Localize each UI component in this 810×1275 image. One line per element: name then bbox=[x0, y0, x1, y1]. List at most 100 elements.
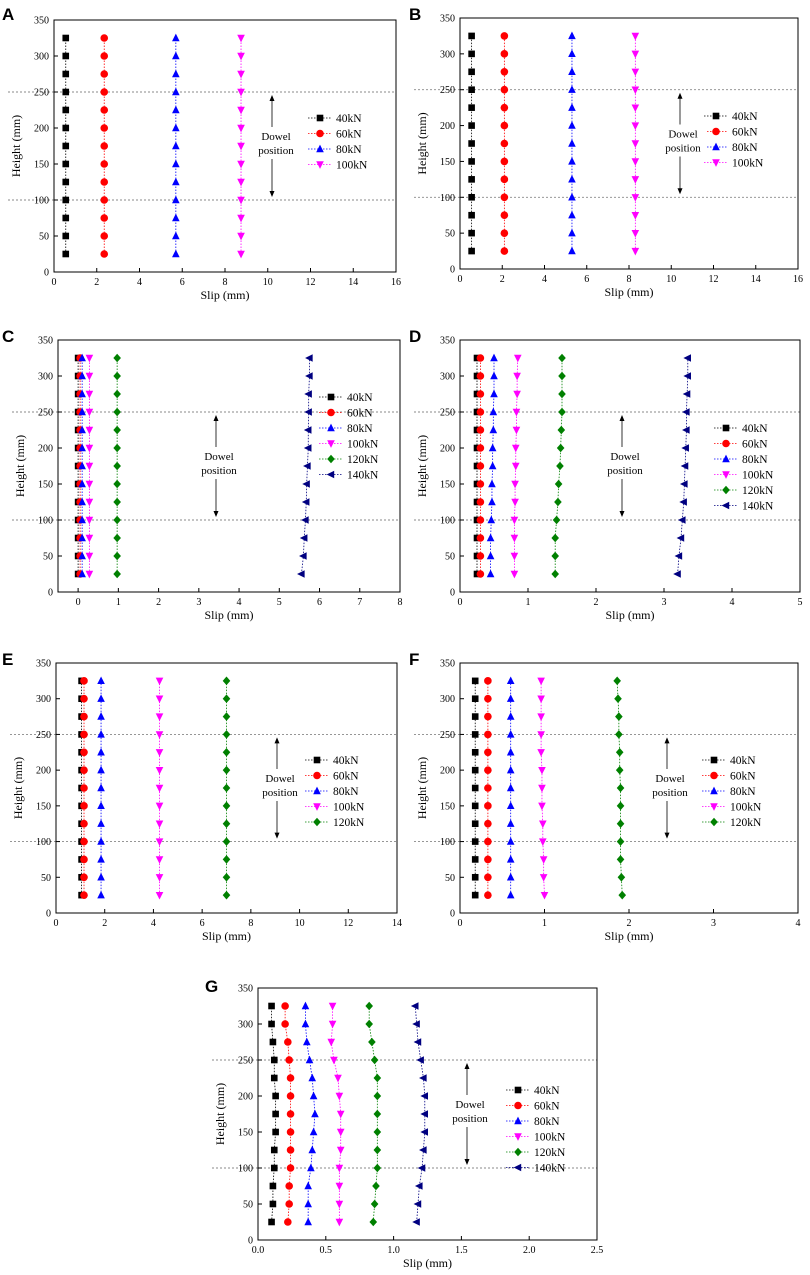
arrow-down-icon bbox=[664, 832, 670, 839]
data-point bbox=[538, 784, 546, 793]
panel-e: E 0 2 4 6 8 10 12 14 0 50 100 150 200 250 300 350 Slip (m… bbox=[2, 650, 402, 943]
data-point bbox=[155, 677, 164, 686]
y-tick-label: 300 bbox=[34, 52, 49, 63]
data-point bbox=[304, 1181, 312, 1190]
legend-marker bbox=[712, 112, 720, 120]
legend-marker bbox=[710, 817, 718, 827]
legend-label: 60kN bbox=[336, 129, 362, 141]
data-point bbox=[80, 730, 88, 739]
data-point bbox=[100, 88, 109, 96]
data-point bbox=[62, 34, 70, 42]
x-axis-label: Slip (mm) bbox=[403, 1256, 452, 1270]
data-point bbox=[537, 749, 545, 757]
series-100kn bbox=[155, 677, 164, 900]
data-point bbox=[155, 838, 164, 846]
data-point bbox=[155, 820, 164, 829]
data-point bbox=[85, 570, 94, 579]
data-point bbox=[468, 86, 475, 94]
x-tick-label: 6 bbox=[180, 277, 185, 288]
data-point bbox=[615, 712, 623, 721]
x-tick-label: 10 bbox=[263, 277, 273, 288]
data-point bbox=[468, 247, 475, 255]
data-point bbox=[311, 1109, 319, 1118]
legend-marker bbox=[316, 144, 324, 153]
data-point bbox=[484, 784, 492, 792]
data-point bbox=[62, 214, 70, 222]
x-tick-label: 2 bbox=[594, 597, 599, 608]
data-point bbox=[506, 694, 515, 702]
y-tick-label: 100 bbox=[34, 196, 49, 207]
data-point bbox=[500, 85, 509, 94]
data-point bbox=[617, 872, 626, 882]
y-tick-label: 250 bbox=[34, 88, 49, 99]
dowel-label-line1: Dowel bbox=[610, 451, 639, 463]
y-tick-label: 300 bbox=[440, 694, 455, 705]
data-point bbox=[673, 570, 681, 578]
data-point bbox=[328, 1020, 337, 1029]
data-point bbox=[172, 87, 180, 96]
arrow-up-icon bbox=[274, 737, 280, 744]
data-point bbox=[538, 766, 546, 775]
data-point bbox=[113, 371, 121, 381]
legend-label: 120kN bbox=[347, 454, 379, 466]
arrow-down-icon bbox=[619, 511, 625, 517]
data-point bbox=[304, 1217, 312, 1226]
legend-label: 40kN bbox=[336, 113, 362, 125]
y-axis-label: Height (mm) bbox=[415, 112, 429, 174]
data-point bbox=[286, 1074, 295, 1082]
data-point bbox=[420, 1092, 428, 1100]
data-point bbox=[307, 1163, 315, 1172]
y-tick-label: 50 bbox=[41, 873, 51, 884]
legend-marker bbox=[722, 424, 730, 432]
series-60kn bbox=[500, 32, 509, 255]
data-point bbox=[62, 124, 70, 132]
data-point bbox=[471, 748, 479, 756]
data-point bbox=[631, 229, 640, 238]
y-tick-label: 100 bbox=[440, 516, 455, 527]
data-point bbox=[155, 749, 164, 757]
x-tick-label: 3 bbox=[711, 918, 716, 929]
data-point bbox=[335, 1218, 344, 1227]
data-point bbox=[237, 70, 245, 79]
data-point bbox=[237, 160, 245, 169]
y-tick-label: 0 bbox=[48, 588, 53, 599]
data-point bbox=[113, 551, 121, 561]
data-point bbox=[683, 354, 691, 362]
data-point bbox=[537, 713, 545, 721]
legend-marker bbox=[313, 771, 321, 780]
data-point bbox=[616, 837, 625, 846]
data-point bbox=[335, 1182, 344, 1191]
data-point bbox=[62, 70, 70, 78]
x-tick-label: 10 bbox=[295, 918, 305, 929]
x-tick-label: 0 bbox=[52, 277, 57, 288]
y-tick-label: 300 bbox=[440, 49, 455, 60]
legend-marker bbox=[313, 803, 321, 811]
data-point bbox=[172, 105, 180, 114]
legend-label: 40kN bbox=[732, 111, 758, 123]
axes-frame bbox=[57, 339, 401, 593]
series-80kn bbox=[78, 353, 86, 578]
data-point bbox=[568, 174, 576, 183]
legend-label: 120kN bbox=[730, 817, 762, 829]
x-tick-label: 1 bbox=[542, 918, 547, 929]
data-point bbox=[500, 32, 509, 40]
data-point bbox=[303, 426, 312, 434]
x-tick-label: 6 bbox=[584, 274, 589, 285]
legend-label: 100kN bbox=[730, 802, 762, 814]
data-point bbox=[537, 731, 545, 739]
data-point bbox=[80, 802, 88, 810]
data-point bbox=[486, 533, 495, 542]
data-point bbox=[468, 176, 475, 183]
data-point bbox=[484, 677, 492, 685]
data-point bbox=[335, 1200, 344, 1209]
x-tick-label: 0 bbox=[54, 918, 59, 929]
y-tick-label: 150 bbox=[34, 160, 49, 171]
data-point bbox=[286, 1092, 295, 1100]
data-point bbox=[476, 498, 485, 506]
legend-marker bbox=[327, 454, 335, 464]
data-point bbox=[484, 891, 492, 899]
data-point bbox=[100, 250, 109, 258]
legend-label: 40kN bbox=[742, 423, 768, 435]
data-point bbox=[556, 461, 564, 471]
x-axis-label: Slip (mm) bbox=[604, 929, 653, 943]
